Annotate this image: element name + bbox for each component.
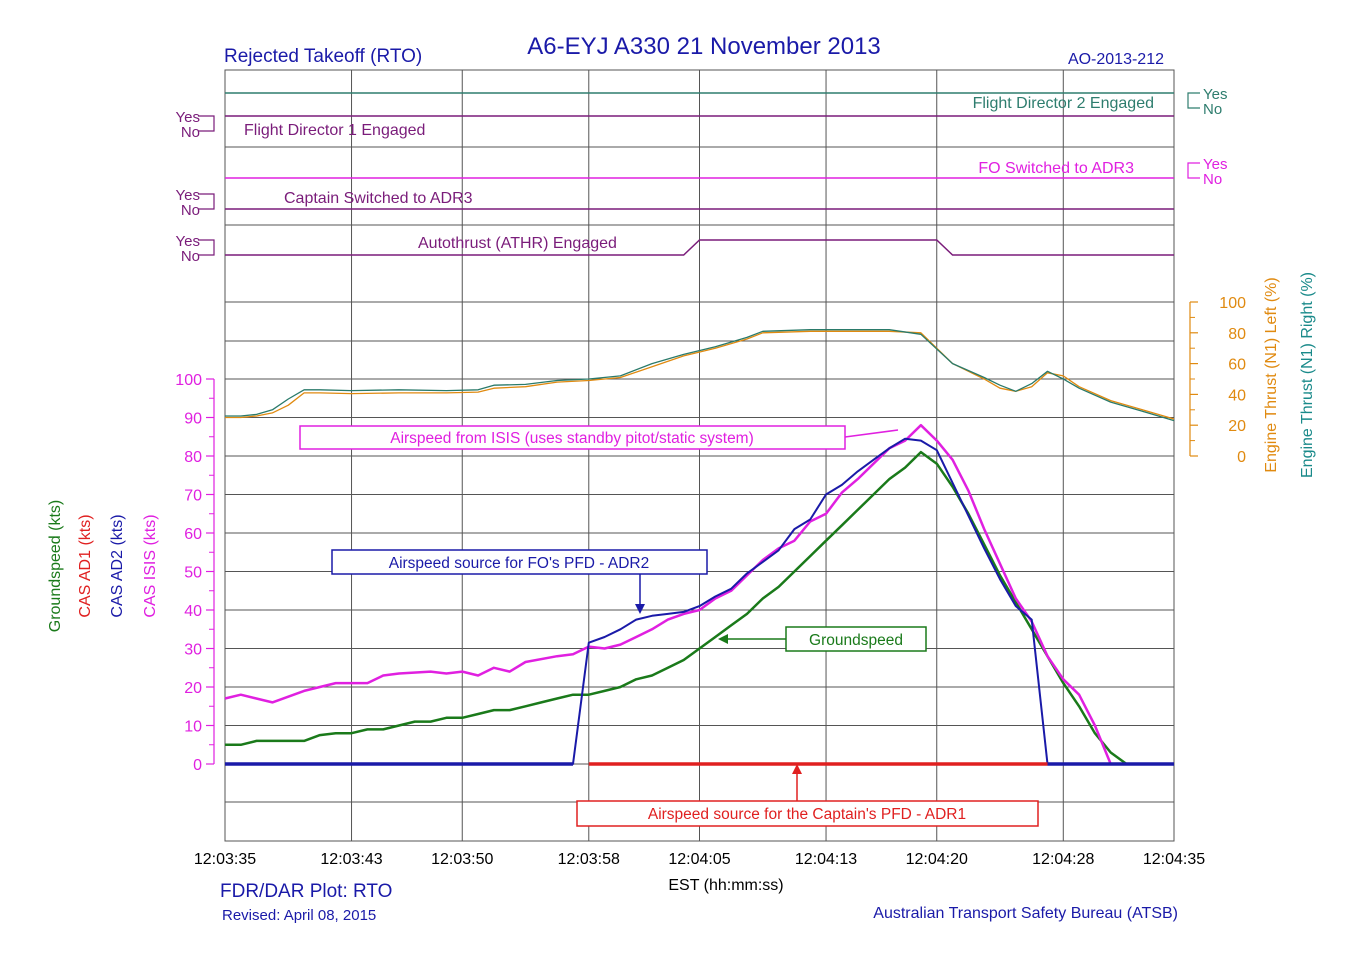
discrete-no-label: No — [1203, 101, 1222, 118]
left-axis-tick-label: 40 — [184, 603, 202, 620]
discrete-label: Flight Director 1 Engaged — [244, 122, 425, 139]
left-axis-tick-label: 80 — [184, 449, 202, 466]
x-tick-label: 12:04:35 — [1143, 851, 1205, 868]
annotation-groundspeed-text: Groundspeed — [809, 632, 903, 649]
discrete-no-label: No — [181, 202, 200, 219]
right-axis-label: Engine Thrust (N1) Right (%) — [1299, 272, 1316, 478]
x-tick-label: 12:04:20 — [906, 851, 968, 868]
right-axis-tick-label: 40 — [1228, 387, 1246, 404]
annotation-capt-pfd: Airspeed source for the Captain's PFD - … — [576, 764, 1039, 827]
left-axis-label: CAS AD2 (kts) — [109, 514, 126, 617]
x-tick-label: 12:04:13 — [795, 851, 857, 868]
plot-grid — [224, 69, 1175, 842]
discrete-bracket — [198, 239, 215, 256]
series-lines — [224, 329, 1175, 766]
right-axis-label: Engine Thrust (N1) Left (%) — [1263, 277, 1280, 472]
annotation-fo-pfd-text: Airspeed source for FO's PFD - ADR2 — [389, 555, 650, 572]
discrete-yes-label: Yes — [176, 187, 200, 204]
left-axis-tick-label: 0 — [193, 757, 202, 774]
series-engine-thrust-n1-left — [225, 330, 1175, 420]
discrete-no-label: No — [181, 124, 200, 141]
right-axis-tick-label: 100 — [1219, 295, 1246, 312]
axes: 12:03:35 12:03:43 12:03:50 12:03:58 12:04:05… — [47, 272, 1316, 868]
x-tick-label: 12:04:05 — [668, 851, 730, 868]
x-tick-label: 12:03:50 — [431, 851, 493, 868]
x-axis-label: EST (hh:mm:ss) — [668, 877, 783, 894]
discrete-bracket — [1187, 92, 1200, 109]
left-axis-tick-label: 10 — [184, 719, 202, 736]
header-right: AO-2013-212 — [1068, 51, 1164, 68]
discrete-label: Autothrust (ATHR) Engaged — [418, 235, 617, 252]
discrete-bracket — [198, 193, 215, 210]
x-tick-label: 12:03:35 — [194, 851, 256, 868]
discrete-yes-label: Yes — [1203, 86, 1227, 103]
left-axis-tick-label: 60 — [184, 526, 202, 543]
header-left: Rejected Takeoff (RTO) — [224, 46, 422, 67]
series-groundspeed-kts — [225, 450, 1128, 766]
discrete-trace — [225, 239, 1174, 256]
series-engine-thrust-n1-right — [225, 329, 1175, 422]
annotation-isis-text: Airspeed from ISIS (uses standby pitot/s… — [390, 430, 754, 447]
footer-plot: FDR/DAR Plot: RTO — [220, 881, 392, 902]
series-cas-isis-kts — [224, 423, 1112, 765]
left-axis-label: Groundspeed (kts) — [47, 500, 64, 633]
discrete-yes-label: Yes — [176, 109, 200, 126]
discrete-label: Captain Switched to ADR3 — [284, 190, 473, 207]
right-axis-tick-label: 0 — [1237, 449, 1246, 466]
discrete-label: Flight Director 2 Engaged — [973, 95, 1154, 112]
discrete-no-label: No — [181, 248, 200, 265]
left-axis-label: CAS ISIS (kts) — [142, 514, 159, 617]
right-axis-tick-label: 60 — [1228, 357, 1246, 374]
left-axis-tick-label: 90 — [184, 411, 202, 428]
discrete-no-label: No — [1203, 171, 1222, 188]
discrete-bracket — [1187, 162, 1200, 179]
right-axis-tick-label: 20 — [1228, 418, 1246, 435]
annotation-fo-pfd: Airspeed source for FO's PFD - ADR2 — [331, 549, 708, 614]
discrete-bracket — [198, 115, 215, 132]
left-axis-label: CAS AD1 (kts) — [77, 514, 94, 617]
x-tick-label: 12:03:43 — [320, 851, 382, 868]
series-cas-ad2-kts — [225, 437, 1174, 765]
left-axis-tick-label: 100 — [175, 372, 202, 389]
annotation-groundspeed: Groundspeed — [718, 626, 927, 652]
annotation-capt-pfd-text: Airspeed source for the Captain's PFD - … — [648, 806, 966, 823]
footer-agency: Australian Transport Safety Bureau (ATSB… — [873, 905, 1178, 922]
x-tick-label: 12:04:28 — [1032, 851, 1094, 868]
left-axis-tick-label: 70 — [184, 488, 202, 505]
footer-revised: Revised: April 08, 2015 — [222, 907, 376, 924]
x-tick-label: 12:03:58 — [558, 851, 620, 868]
left-axis-tick-label: 30 — [184, 642, 202, 659]
discrete-yes-label: Yes — [176, 233, 200, 250]
right-axis-tick-label: 80 — [1228, 326, 1246, 343]
discrete-yes-label: Yes — [1203, 156, 1227, 173]
chart-title: A6-EYJ A330 21 November 2013 — [527, 33, 881, 60]
left-axis-tick-label: 50 — [184, 565, 202, 582]
left-axis-tick-label: 20 — [184, 680, 202, 697]
annotation-isis: Airspeed from ISIS (uses standby pitot/s… — [299, 425, 899, 450]
discrete-label: FO Switched to ADR3 — [978, 160, 1134, 177]
